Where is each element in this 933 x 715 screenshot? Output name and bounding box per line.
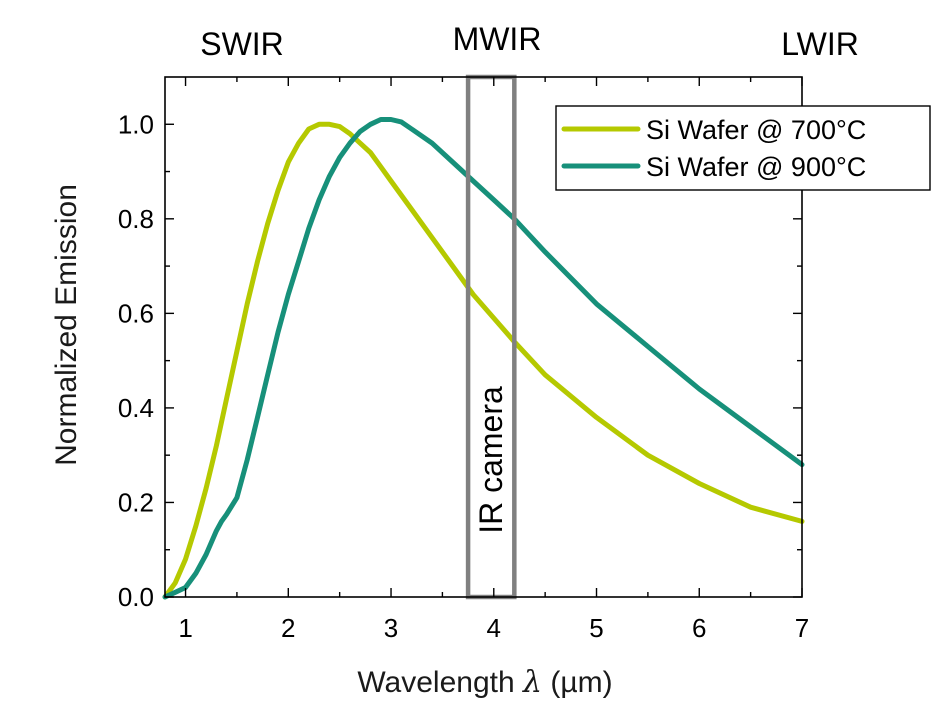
series-line-1 bbox=[162, 121, 805, 600]
x-tick-label: 5 bbox=[589, 613, 603, 643]
x-tick-label: 6 bbox=[692, 613, 706, 643]
x-tick-label: 7 bbox=[795, 613, 809, 643]
lambda-symbol: λ bbox=[522, 665, 542, 700]
y-tick-label: 0.6 bbox=[118, 298, 154, 328]
region-label-mwir: MWIR bbox=[453, 21, 542, 57]
y-tick-label: 0.4 bbox=[118, 393, 154, 423]
legend-box bbox=[555, 105, 931, 191]
legend: Si Wafer @ 700°C Si Wafer @ 900°C bbox=[555, 105, 931, 191]
x-tick-label: 4 bbox=[487, 613, 501, 643]
x-tick-label: 3 bbox=[384, 613, 398, 643]
x-axis-title: Wavelength λ (µm) bbox=[357, 665, 612, 700]
y-tick-label: 0.0 bbox=[118, 582, 154, 612]
region-label-swir: SWIR bbox=[200, 26, 284, 62]
y-tick-labels: 0.0 0.2 0.4 0.6 0.8 1.0 bbox=[118, 109, 154, 612]
legend-label-1: Si Wafer @ 700°C bbox=[646, 115, 866, 145]
y-tick-label: 0.2 bbox=[118, 487, 154, 517]
plot-area: IR camera bbox=[162, 74, 805, 600]
y-tick-label: 0.8 bbox=[118, 204, 154, 234]
legend-label-2: Si Wafer @ 900°C bbox=[646, 152, 866, 182]
x-axis-title-unit: (µm) bbox=[542, 666, 613, 699]
plot-frame bbox=[164, 76, 803, 598]
x-axis-title-text: Wavelength bbox=[357, 666, 523, 699]
region-label-lwir: LWIR bbox=[781, 26, 859, 62]
y-tick-label: 1.0 bbox=[118, 109, 154, 139]
ir-camera-label: IR camera bbox=[473, 386, 509, 534]
region-labels: SWIR MWIR LWIR bbox=[200, 21, 859, 62]
x-tick-label: 1 bbox=[178, 613, 192, 643]
x-tick-label: 2 bbox=[281, 613, 295, 643]
x-tick-labels: 1 2 3 4 5 6 7 bbox=[178, 613, 809, 643]
y-axis-title: Normalized Emission bbox=[50, 184, 83, 466]
